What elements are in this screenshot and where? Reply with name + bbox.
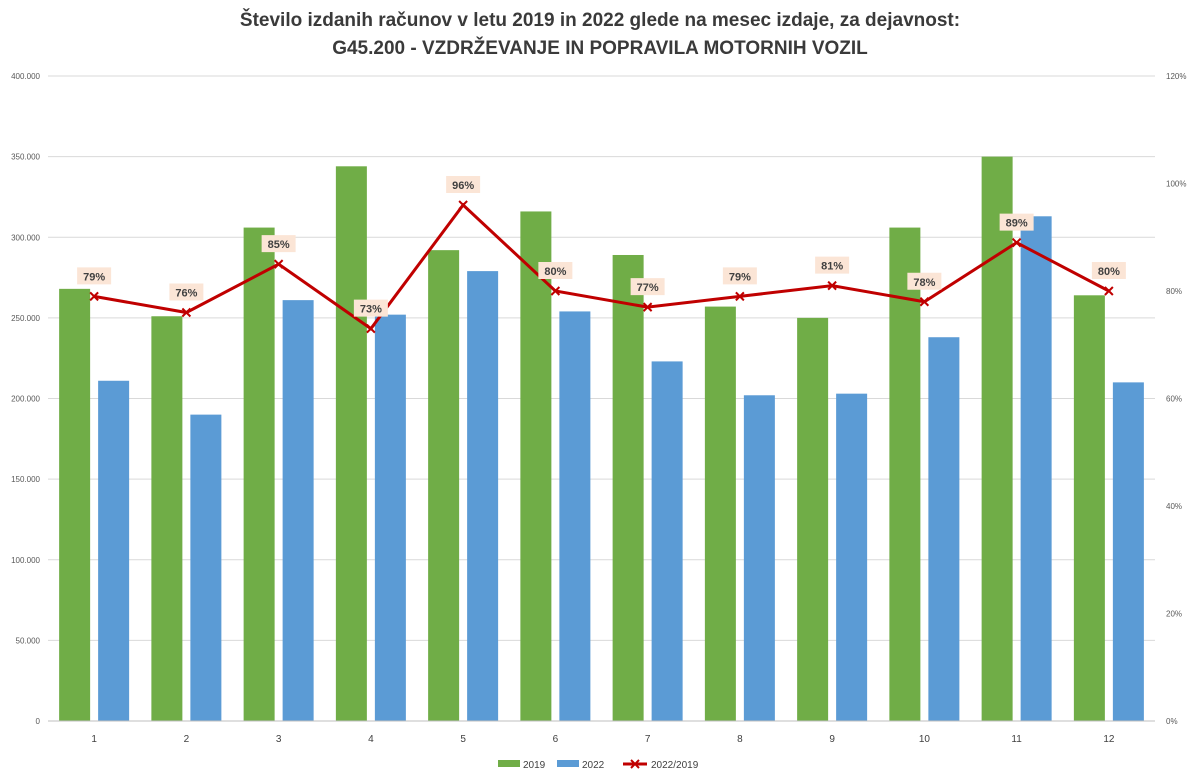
y-right-tick-label: 80%	[1166, 287, 1182, 296]
series-line-ratio	[93, 202, 1110, 331]
data-label-box	[815, 256, 850, 274]
line-point-marker	[1104, 286, 1114, 296]
line-point-marker	[273, 259, 284, 269]
bar-2022	[559, 311, 591, 721]
x-tick-label: 1	[91, 734, 97, 745]
bar-2019	[981, 156, 1013, 721]
chart-title-line1: Število izdanih računov v letu 2019 in 2…	[239, 10, 961, 31]
legend-marker	[630, 759, 640, 769]
bar-2022	[1112, 382, 1144, 721]
y-right-tick-label: 40%	[1166, 502, 1182, 511]
data-label-box	[538, 262, 573, 279]
x-tick-label: 5	[460, 734, 466, 745]
data-label: 79%	[729, 271, 751, 283]
bar-2019	[59, 288, 91, 721]
y-left-tick-label: 350.000	[11, 153, 40, 162]
bar-2022	[374, 314, 406, 721]
bar-2019	[612, 254, 644, 722]
line-point-marker	[181, 307, 192, 318]
data-label-box	[77, 267, 112, 285]
data-label-box	[1091, 262, 1126, 279]
data-label: 77%	[637, 282, 659, 294]
data-label: 81%	[821, 261, 843, 273]
legend-swatch-2022	[557, 760, 579, 767]
bar-2019	[1073, 295, 1105, 721]
data-label: 73%	[360, 304, 382, 316]
bar-2019	[797, 317, 829, 721]
data-label: 80%	[1098, 266, 1120, 278]
bar-2022	[98, 380, 130, 721]
y-left-tick-label: 300.000	[11, 233, 40, 242]
bar-2019	[428, 250, 460, 721]
bar-2022	[836, 393, 868, 721]
bar-2019	[151, 316, 183, 721]
bar-2022	[743, 395, 775, 721]
bar-2022	[651, 361, 683, 721]
bar-2022	[282, 300, 314, 721]
x-tick-label: 3	[276, 734, 282, 745]
x-tick-label: 10	[919, 734, 931, 745]
data-label: 89%	[1006, 218, 1028, 230]
data-label-box	[353, 299, 388, 317]
y-right-tick-label: 60%	[1166, 395, 1182, 404]
line-point-marker	[919, 297, 930, 307]
bar-2022	[928, 337, 960, 721]
legend-label: 2022/2019	[651, 760, 699, 771]
data-label: 96%	[452, 180, 474, 192]
y-right-tick-label: 100%	[1166, 180, 1186, 189]
line-point-marker	[827, 280, 837, 291]
data-label-box	[261, 235, 296, 253]
y-left-tick-label: 200.000	[11, 395, 40, 404]
line-point-marker	[1011, 237, 1022, 248]
x-tick-label: 9	[829, 734, 835, 745]
data-label-box	[446, 176, 481, 193]
line-point-marker	[642, 302, 653, 312]
y-left-tick-label: 400.000	[11, 72, 40, 81]
x-tick-label: 12	[1103, 734, 1115, 745]
y-right-tick-label: 0%	[1166, 717, 1178, 726]
x-tick-label: 7	[645, 734, 651, 745]
x-tick-label: 4	[368, 734, 374, 745]
x-tick-label: 6	[553, 734, 559, 745]
data-label: 79%	[83, 271, 105, 283]
line-point-marker	[550, 286, 561, 296]
line-point-marker	[735, 291, 745, 302]
y-left-tick-label: 100.000	[11, 556, 40, 565]
bar-2019	[889, 227, 921, 721]
data-label-box	[169, 283, 204, 301]
x-tick-label: 2	[184, 734, 190, 745]
y-left-tick-label: 0	[36, 717, 41, 726]
data-label: 78%	[913, 277, 935, 289]
y-right-tick-label: 20%	[1166, 610, 1182, 619]
data-label-box	[722, 267, 757, 285]
data-label: 76%	[175, 288, 197, 300]
y-right-tick-label: 120%	[1166, 72, 1186, 81]
bar-2019	[243, 227, 275, 721]
bar-2022	[1020, 216, 1052, 721]
data-label-box	[999, 213, 1034, 231]
bar-2022	[467, 271, 499, 721]
y-left-tick-label: 150.000	[11, 475, 40, 484]
bar-2019	[704, 306, 736, 721]
x-tick-label: 8	[737, 734, 743, 745]
y-left-tick-label: 50.000	[16, 636, 41, 645]
line-point-marker	[89, 291, 99, 302]
data-label-box	[630, 278, 665, 296]
data-label-box	[907, 272, 942, 290]
y-left-tick-label: 250.000	[11, 314, 40, 323]
legend-label: 2019	[523, 760, 546, 771]
legend-swatch-2019	[498, 760, 520, 767]
line-point-marker	[366, 323, 376, 334]
chart-title-line2: G45.200 - VZDRŽEVANJE IN POPRAVILA MOTOR…	[332, 38, 868, 59]
legend-label: 2022	[582, 760, 605, 771]
x-tick-label: 11	[1011, 734, 1022, 745]
bar-2019	[335, 166, 367, 722]
bar-2019	[520, 211, 552, 721]
data-label: 80%	[544, 266, 566, 278]
line-point-marker	[458, 200, 468, 210]
bar-2022	[190, 414, 222, 721]
data-label: 85%	[268, 239, 290, 251]
